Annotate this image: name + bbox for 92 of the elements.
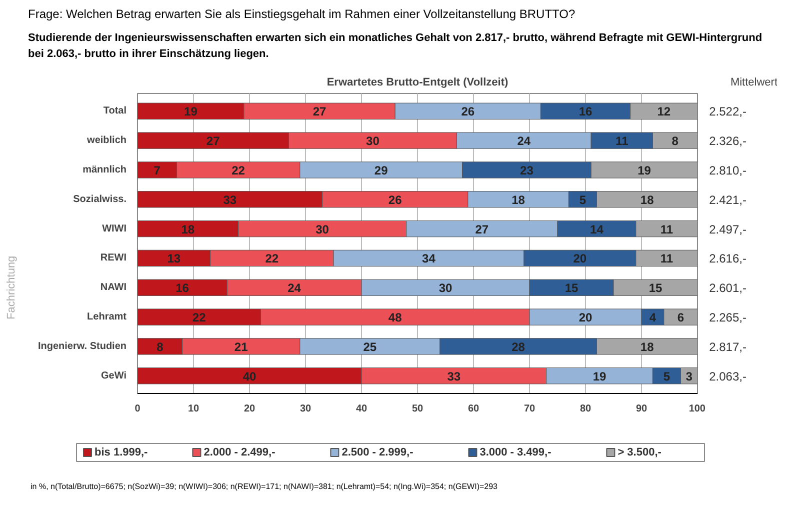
text: 2.601,- [709, 281, 746, 296]
x-tick-label: 40 [356, 404, 368, 414]
data-label: 22 [232, 163, 246, 178]
data-label: 8 [156, 340, 164, 354]
data-label: 11 [660, 252, 674, 266]
text: 2.522,- [709, 104, 746, 119]
data-label: 24 [288, 281, 302, 296]
data-label: 40 [242, 369, 256, 384]
data-label: 20 [578, 310, 592, 325]
data-label: 15 [648, 281, 662, 296]
legend-label: bis 1.999,- [94, 446, 148, 458]
data-label: 18 [512, 192, 526, 207]
data-label: 11 [616, 134, 629, 148]
data-label: 19 [638, 163, 652, 178]
data-label: 5 [579, 192, 586, 207]
text: in %, n(Total/Brutto)=6675; n(SozWi)=39; n(WIWI)=306; n(REWI)=171; n(NAWI)=381; n(Lehramt)=54; n(Ing.Wi)=354; n(GEWI)=293 [30, 482, 498, 491]
data-label: 30 [366, 134, 380, 148]
y-tick-label: Total [103, 106, 127, 117]
data-label: 30 [438, 281, 452, 296]
x-tick-label: 90 [636, 404, 648, 414]
data-label: 26 [388, 192, 402, 207]
data-label: 18 [181, 222, 195, 236]
text: Erwartetes Brutto-Entgelt (Vollzeit) [326, 76, 508, 88]
x-tick-label: 20 [244, 404, 256, 414]
y-tick-label: Sozialwiss. [73, 194, 127, 205]
data-label: 25 [363, 340, 377, 354]
data-label: 13 [167, 252, 181, 266]
data-label: 5 [663, 369, 670, 384]
text: 2.063,- [709, 369, 746, 384]
data-label: 4 [649, 310, 656, 325]
data-label: 6 [677, 310, 684, 325]
text: Fachrichtung [6, 256, 18, 320]
legend-label: 2.000 - 2.499,- [204, 446, 276, 458]
data-label: 28 [512, 340, 526, 354]
data-label: 48 [388, 310, 402, 325]
y-tick-label: Lehramt [87, 312, 128, 323]
data-label: 12 [657, 104, 671, 119]
chart-subtitle: Studierende der Ingenieurswissenschaften erwarten sich ein monatliches Gehalt von 2.817,- brutto, während Befragte mit GEWI-Hintergrund bei 2.063,- brutto in ihrer Einschätzung liegen. [28, 31, 764, 62]
y-tick-label: männlich [82, 164, 127, 176]
y-tick-label: weiblich [86, 135, 126, 146]
data-label: 16 [176, 281, 190, 296]
x-tick-label: 70 [524, 404, 536, 414]
x-tick-label: 0 [134, 404, 141, 414]
data-label: 27 [312, 104, 326, 119]
text: 2.326,- [709, 134, 746, 148]
data-label: 21 [234, 340, 248, 354]
x-tick-label: 10 [188, 404, 200, 414]
data-label: 29 [374, 163, 388, 178]
text: 2.497,- [709, 222, 746, 236]
data-label: 14 [590, 222, 604, 236]
data-label: 15 [564, 281, 578, 296]
text: 2.810,- [709, 163, 746, 178]
data-label: 34 [422, 252, 436, 266]
data-label: 33 [447, 369, 461, 384]
data-label: 20 [573, 252, 587, 266]
legend-label: 2.500 - 2.999,- [342, 446, 414, 458]
text: 2.421,- [709, 192, 746, 207]
x-tick-label: 60 [468, 404, 480, 414]
data-label: 27 [206, 134, 220, 148]
data-label: 11 [660, 222, 674, 236]
y-tick-label: NAWI [100, 282, 127, 294]
text: 2.265,- [709, 310, 746, 325]
data-label: 22 [192, 310, 206, 325]
data-label: 33 [223, 192, 237, 207]
data-label: 18 [640, 192, 654, 207]
data-label: 16 [578, 104, 592, 119]
data-label: 19 [184, 104, 198, 119]
data-label: 7 [154, 163, 161, 178]
data-label: 18 [640, 340, 654, 354]
data-label: 22 [265, 252, 279, 266]
data-label: 27 [475, 222, 489, 236]
data-label: 30 [316, 222, 330, 236]
text: 2.616,- [709, 252, 746, 266]
y-tick-label: GeWi [101, 370, 127, 382]
data-label: 19 [592, 369, 606, 384]
data-label: 3 [686, 369, 693, 384]
x-tick-label: 100 [688, 404, 706, 414]
x-tick-label: 80 [580, 404, 592, 414]
text: Mittelwert [730, 76, 778, 88]
data-label: 24 [517, 134, 531, 148]
legend-label: > 3.500,- [618, 446, 662, 458]
text: 2.817,- [709, 340, 746, 354]
data-label: 26 [461, 104, 475, 119]
chart-title: Frage: Welchen Betrag erwarten Sie als Einstiegsgehalt im Rahmen einer Vollzeitanstellung BRUTTO? [28, 6, 576, 23]
data-label: 23 [520, 163, 534, 178]
y-tick-label: REWI [100, 252, 127, 264]
data-label: 8 [672, 134, 679, 148]
y-tick-label: WIWI [102, 223, 127, 234]
x-tick-label: 50 [412, 404, 424, 414]
y-tick-label: Ingenierw. Studien [38, 340, 127, 352]
x-tick-label: 30 [300, 404, 312, 414]
legend-label: 3.000 - 3.499,- [480, 446, 552, 458]
